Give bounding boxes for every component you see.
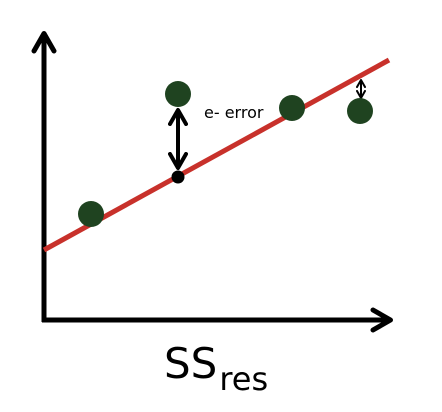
- data-point: [78, 201, 104, 227]
- caption-main: SS: [164, 339, 217, 388]
- predicted-point: [171, 170, 185, 184]
- caption: SSres: [164, 339, 268, 398]
- annotation: e- error: [204, 103, 264, 122]
- data-point: [165, 81, 191, 107]
- data-point: [347, 98, 373, 124]
- caption-subscript: res: [219, 360, 268, 398]
- data-point: [279, 95, 305, 121]
